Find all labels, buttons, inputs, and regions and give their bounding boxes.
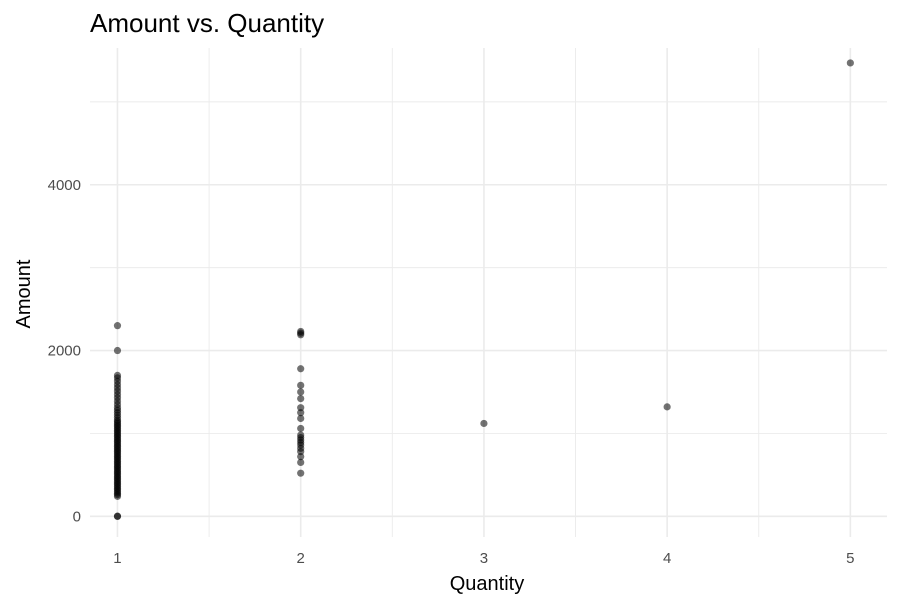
- data-point: [846, 59, 854, 67]
- data-point: [297, 327, 305, 336]
- data-points: [113, 59, 854, 520]
- data-point: [297, 381, 305, 389]
- data-point: [297, 431, 305, 439]
- y-axis-tick-labels: 0 2000 4000: [48, 177, 81, 526]
- x-tick-label: 5: [846, 550, 854, 567]
- data-point: [297, 394, 305, 403]
- x-tick-label: 4: [663, 550, 671, 567]
- data-point: [297, 404, 305, 412]
- x-axis-tick-labels: 1 2 3 4 5: [113, 550, 854, 567]
- data-point: [297, 469, 305, 477]
- data-point: [113, 346, 122, 355]
- data-point: [297, 424, 305, 433]
- data-point: [663, 403, 671, 411]
- major-gridlines: [90, 48, 887, 537]
- data-point: [113, 512, 122, 520]
- data-point: [480, 419, 488, 428]
- x-axis-title: Quantity: [450, 573, 524, 595]
- y-axis-title: Amount: [13, 259, 35, 328]
- data-point: [297, 453, 305, 461]
- data-point: [297, 365, 305, 373]
- data-point: [297, 409, 305, 417]
- data-point: [113, 371, 122, 379]
- data-point: [297, 414, 305, 423]
- y-tick-label: 4000: [48, 177, 81, 194]
- y-tick-label: 0: [73, 508, 81, 525]
- data-point: [113, 322, 122, 330]
- x-tick-label: 3: [480, 550, 488, 567]
- data-point: [297, 388, 305, 396]
- data-point: [297, 458, 305, 467]
- minor-gridlines: [90, 48, 887, 537]
- x-tick-label: 1: [113, 550, 121, 567]
- x-tick-label: 2: [297, 550, 305, 567]
- chart-title: Amount vs. Quantity: [90, 8, 324, 38]
- y-tick-label: 2000: [48, 343, 81, 360]
